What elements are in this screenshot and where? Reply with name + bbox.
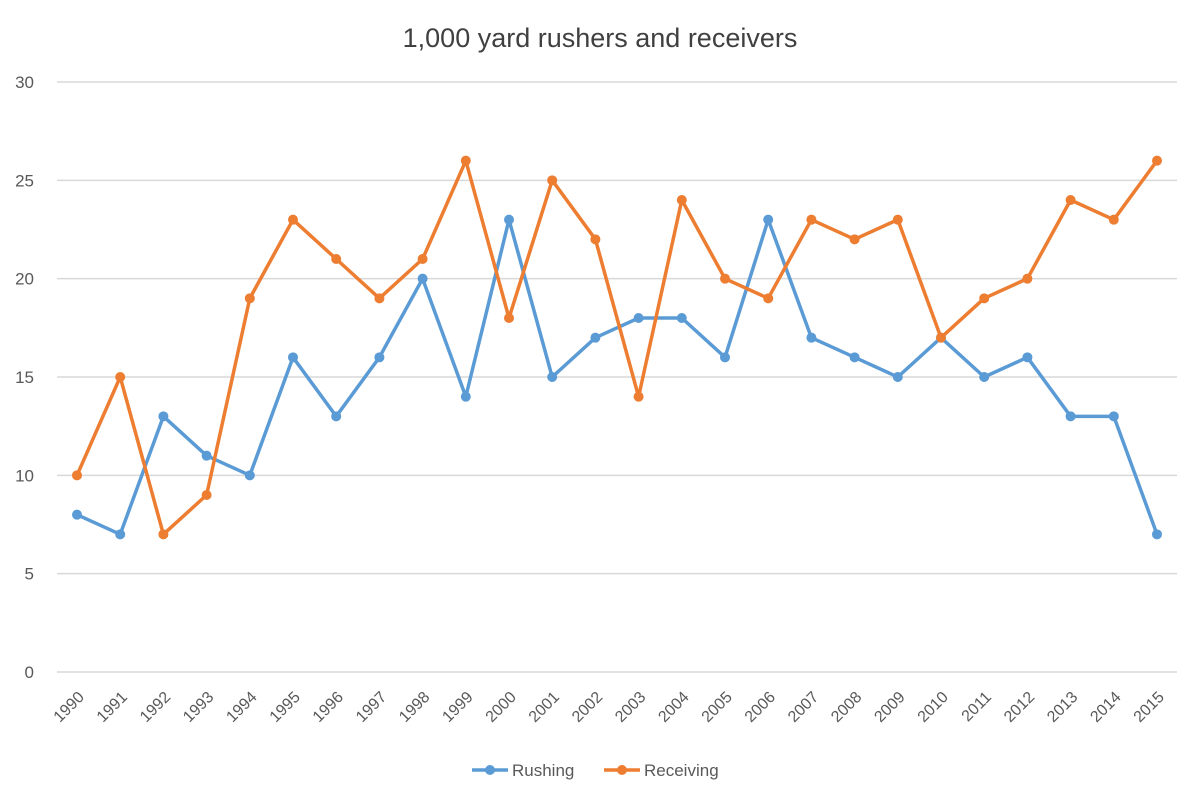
x-tick-label: 2014 — [1087, 689, 1124, 726]
data-point-receiving — [374, 293, 385, 304]
data-point-receiving — [72, 470, 82, 481]
x-tick-label: 2006 — [742, 689, 779, 726]
data-point-rushing — [417, 273, 428, 284]
data-point-rushing — [72, 509, 82, 520]
x-tick-label: 2000 — [483, 689, 520, 726]
data-point-receiving — [1022, 273, 1033, 284]
x-tick-label: 2015 — [1131, 689, 1168, 726]
data-point-rushing — [288, 352, 298, 363]
data-point-receiving — [460, 155, 471, 166]
data-point-rushing — [201, 450, 212, 461]
data-point-receiving — [288, 214, 298, 225]
data-point-receiving — [417, 254, 428, 264]
x-tick-label: 2003 — [612, 689, 649, 726]
y-tick-label: 30 — [15, 73, 34, 92]
data-point-rushing — [676, 313, 687, 323]
x-tick-label: 2001 — [526, 689, 563, 726]
data-point-rushing — [244, 470, 255, 481]
data-point-receiving — [979, 293, 990, 304]
data-point-receiving — [1108, 214, 1119, 225]
data-point-rushing — [1022, 352, 1033, 363]
y-tick-label: 25 — [15, 171, 34, 190]
x-tick-label: 1997 — [353, 689, 390, 726]
y-tick-label: 5 — [25, 565, 34, 584]
data-point-rushing — [590, 332, 601, 343]
chart-title: 1,000 yard rushers and receivers — [403, 23, 798, 53]
data-point-rushing — [1108, 411, 1119, 422]
y-tick-label: 20 — [15, 270, 34, 289]
data-point-receiving — [590, 234, 601, 245]
data-point-rushing — [1152, 529, 1162, 540]
data-point-receiving — [115, 372, 126, 382]
data-point-receiving — [763, 293, 774, 304]
data-point-rushing — [115, 529, 126, 540]
x-tick-label: 1995 — [267, 689, 304, 726]
data-point-rushing — [892, 372, 903, 382]
legend-marker-receiving — [617, 765, 627, 775]
data-point-receiving — [892, 214, 903, 225]
series-line-rushing — [76, 217, 1159, 537]
x-tick-label: 1993 — [180, 689, 217, 726]
x-tick-label: 2012 — [1001, 689, 1038, 726]
data-point-rushing — [504, 214, 514, 225]
data-point-receiving — [936, 332, 946, 343]
data-point-rushing — [1065, 411, 1076, 422]
data-point-rushing — [806, 332, 817, 343]
x-tick-label: 1991 — [94, 689, 131, 726]
data-point-receiving — [633, 391, 644, 402]
data-point-rushing — [460, 391, 471, 402]
x-tick-label: 2007 — [785, 689, 822, 726]
x-tick-label: 2002 — [569, 689, 606, 726]
y-tick-label: 10 — [15, 466, 34, 485]
legend-marker-rushing — [485, 765, 495, 775]
x-tick-label: 2013 — [1044, 689, 1081, 726]
data-point-rushing — [849, 352, 860, 363]
data-point-receiving — [158, 529, 169, 540]
data-point-receiving — [676, 195, 687, 205]
data-point-rushing — [720, 352, 730, 363]
data-point-receiving — [806, 214, 817, 225]
x-tick-label: 1992 — [137, 689, 174, 726]
data-point-receiving — [720, 273, 730, 284]
data-point-rushing — [633, 313, 644, 323]
data-point-rushing — [158, 411, 169, 422]
x-tick-label: 2009 — [871, 689, 908, 726]
x-tick-label: 2011 — [959, 689, 995, 725]
x-tick-label: 2005 — [699, 689, 736, 726]
legend-label-rushing: Rushing — [512, 761, 574, 780]
x-tick-label: 1998 — [396, 689, 433, 726]
data-point-rushing — [331, 411, 342, 422]
data-point-rushing — [979, 372, 990, 382]
x-tick-label: 1996 — [310, 689, 347, 726]
data-point-rushing — [374, 352, 385, 363]
x-tick-label: 1999 — [439, 689, 476, 726]
data-point-rushing — [547, 372, 558, 382]
data-point-receiving — [1065, 195, 1076, 205]
data-point-receiving — [331, 254, 342, 264]
data-point-rushing — [763, 214, 774, 225]
data-point-receiving — [201, 490, 212, 500]
y-tick-label: 15 — [15, 368, 34, 387]
x-tick-label: 2010 — [915, 689, 952, 726]
x-tick-label: 1990 — [51, 689, 88, 726]
data-point-receiving — [1152, 155, 1162, 166]
data-point-receiving — [244, 293, 255, 304]
x-tick-label: 1994 — [223, 689, 260, 726]
series-line-receiving — [75, 158, 1159, 537]
legend-label-receiving: Receiving — [644, 761, 719, 780]
data-point-receiving — [849, 234, 860, 245]
x-tick-label: 2004 — [655, 689, 692, 726]
x-tick-label: 2008 — [828, 689, 865, 726]
data-point-receiving — [547, 175, 558, 186]
y-tick-label: 0 — [25, 663, 34, 682]
data-point-receiving — [504, 313, 514, 323]
